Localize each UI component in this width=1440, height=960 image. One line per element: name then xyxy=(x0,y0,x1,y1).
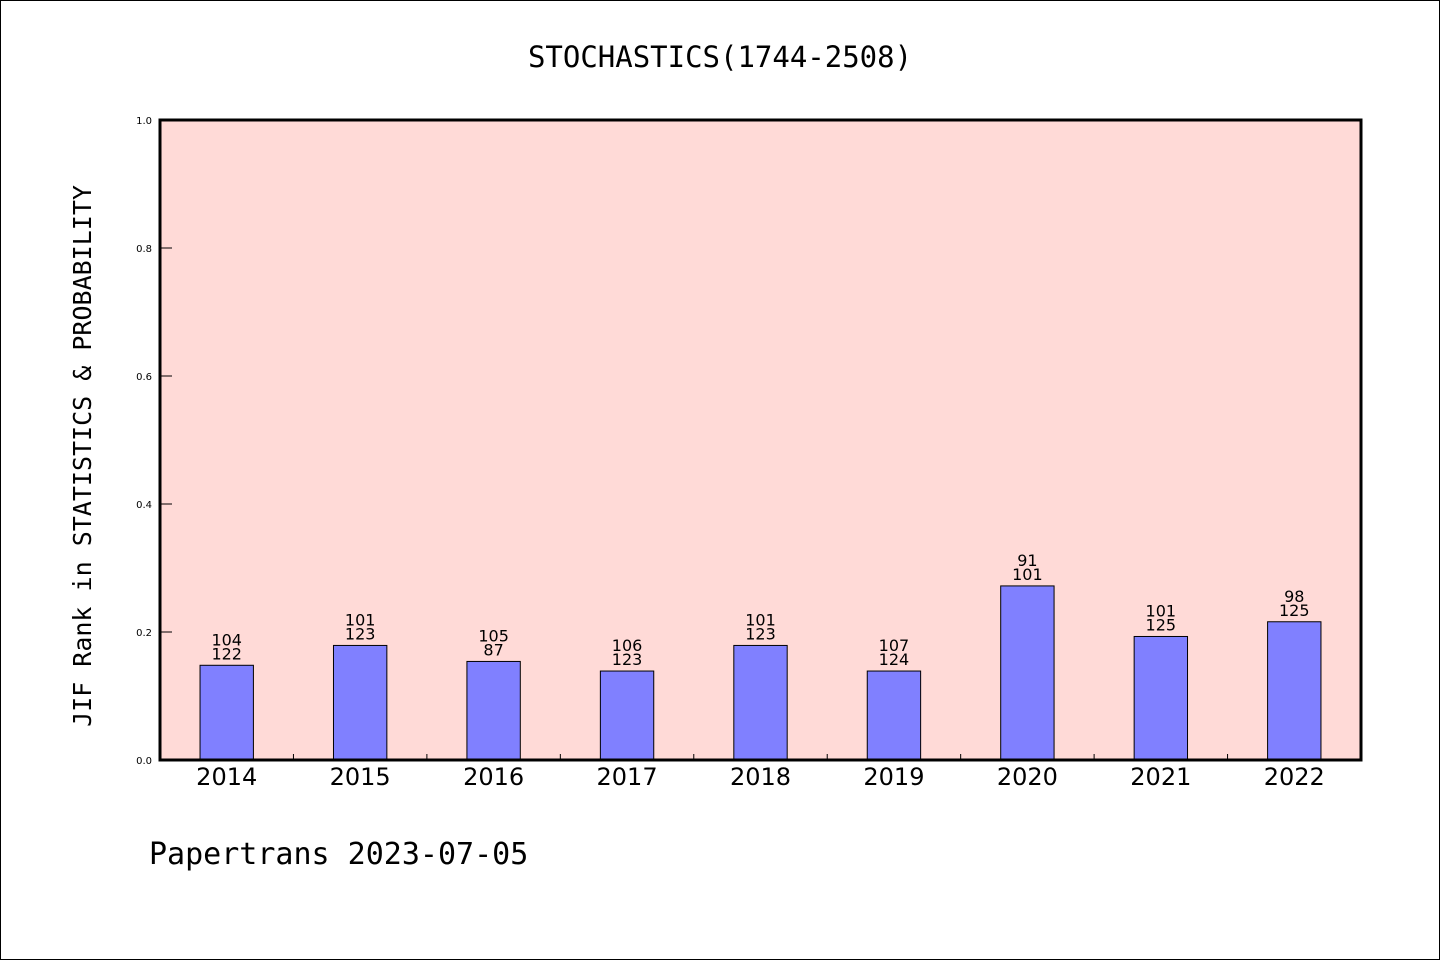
bar-rank-label: 101 xyxy=(745,610,776,629)
bar xyxy=(733,644,788,761)
y-tick-label: 0.8 xyxy=(136,244,152,255)
bar xyxy=(199,664,254,761)
bar xyxy=(1133,635,1189,761)
y-tick-label: 0.6 xyxy=(136,372,152,383)
x-tick-label: 2019 xyxy=(863,763,924,791)
y-tick-label: 1.0 xyxy=(136,116,152,127)
bar xyxy=(332,644,388,761)
bar-rank-label: 91 xyxy=(1017,551,1037,570)
bar xyxy=(1267,621,1322,761)
bar-rank-label: 98 xyxy=(1284,587,1304,606)
bar-rank-label: 104 xyxy=(211,630,242,649)
chart-title: STOCHASTICS(1744-2508) xyxy=(528,40,912,74)
y-tick-label: 0.2 xyxy=(136,628,152,639)
bar-total-label: 101 xyxy=(1012,565,1043,584)
x-tick-label: 2016 xyxy=(463,763,524,791)
bar xyxy=(866,670,922,761)
bar xyxy=(466,660,521,761)
y-tick-label: 0.0 xyxy=(136,756,152,767)
x-tick-label: 2014 xyxy=(196,763,257,791)
bar-total-label: 124 xyxy=(879,650,910,669)
bar-total-label: 125 xyxy=(1279,601,1310,620)
bar-rank-label: 101 xyxy=(345,610,376,629)
footer-credit: Papertrans 2023-07-05 xyxy=(149,837,528,872)
x-tick-label: 2017 xyxy=(597,763,658,791)
x-tick-label: 2021 xyxy=(1130,763,1191,791)
y-tick-label: 0.4 xyxy=(136,500,152,511)
bar-rank-label: 101 xyxy=(1146,601,1177,620)
x-tick-label: 2020 xyxy=(997,763,1058,791)
bar-total-label: 87 xyxy=(483,640,503,659)
bar xyxy=(1000,585,1055,761)
y-axis-label: JIF Rank in STATISTICS & PROBABILITY xyxy=(68,185,97,727)
bar-total-label: 123 xyxy=(612,650,643,669)
x-axis: 2014 2015 2016 2017 2018 2019 2020 2021 2022 xyxy=(196,754,1325,791)
bar-total-label: 122 xyxy=(211,644,242,663)
bar xyxy=(599,670,655,761)
bar-rank-label: 107 xyxy=(879,636,910,655)
bar-total-label: 125 xyxy=(1146,615,1177,634)
bar-total-label: 123 xyxy=(345,624,376,643)
bar-rank-label: 105 xyxy=(478,626,509,645)
plot-frame xyxy=(158,118,1363,762)
x-tick-label: 2015 xyxy=(330,763,391,791)
x-tick-label: 2022 xyxy=(1264,763,1325,791)
bar-total-label: 123 xyxy=(745,624,776,643)
bar-rank-label: 106 xyxy=(612,636,643,655)
x-tick-label: 2018 xyxy=(730,763,791,791)
